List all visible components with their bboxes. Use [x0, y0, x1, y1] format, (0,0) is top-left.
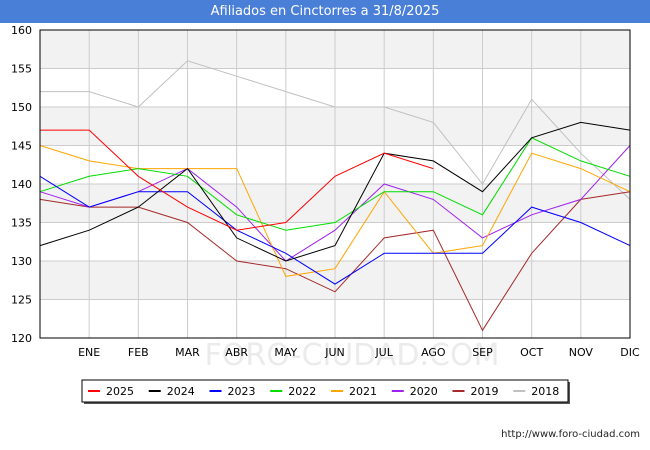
y-tick-label: 140	[11, 178, 32, 191]
source-url[interactable]: http://www.foro-ciudad.com	[501, 429, 640, 440]
watermark: FORO-CIUDAD.COM	[205, 338, 500, 373]
legend: 2025 2024 2023 2022 2021 2020 2019 2018	[81, 379, 570, 404]
legend-label: 2020	[410, 385, 438, 398]
y-tick-label: 150	[11, 101, 32, 114]
x-tick-label: JUN	[324, 346, 345, 359]
y-tick-label: 160	[11, 24, 32, 37]
x-tick-label: OCT	[520, 346, 543, 359]
x-tick-label: JUL	[374, 346, 393, 359]
series-lines	[39, 60, 631, 332]
series-line-2024	[39, 121, 631, 262]
series-line-2023	[39, 175, 631, 285]
y-axis-ticks: 120 125 130 135 140 145 150 155 160	[11, 24, 32, 345]
legend-label: 2018	[531, 385, 559, 398]
x-tick-label: ENE	[78, 346, 100, 359]
x-tick-label: AGO	[421, 346, 446, 359]
legend-label: 2019	[471, 385, 499, 398]
x-tick-label: NOV	[569, 346, 594, 359]
legend-label: 2023	[228, 385, 256, 398]
x-tick-label: MAR	[175, 346, 200, 359]
x-tick-label: SEP	[472, 346, 493, 359]
y-tick-label: 120	[11, 332, 32, 345]
y-tick-label: 125	[11, 294, 32, 307]
y-tick-label: 145	[11, 140, 32, 153]
x-tick-label: ABR	[225, 346, 248, 359]
plot-frame	[39, 29, 631, 339]
legend-label: 2022	[288, 385, 316, 398]
x-tick-label: FEB	[128, 346, 149, 359]
series-line-2025	[40, 129, 434, 231]
chart-title: Afiliados en Cinctorres a 31/8/2025	[0, 0, 650, 23]
y-tick-label: 155	[11, 63, 32, 76]
x-tick-label: DIC	[620, 346, 640, 359]
x-axis-ticks: ENE FEB MAR ABR MAY JUN JUL AGO SEP OCT NOV DIC	[78, 346, 640, 359]
legend-label: 2021	[349, 385, 377, 398]
chart-area: FORO-CIUDAD.COM 120 125 130 135 140 145 150 155…	[11, 24, 640, 404]
x-tick-label: MAY	[274, 346, 297, 359]
legend-label: 2024	[167, 385, 195, 398]
legend-box	[81, 379, 569, 403]
series-line-2018	[40, 60, 631, 200]
legend-label: 2025	[106, 385, 134, 398]
y-tick-label: 130	[11, 255, 32, 268]
y-tick-label: 135	[11, 217, 32, 230]
